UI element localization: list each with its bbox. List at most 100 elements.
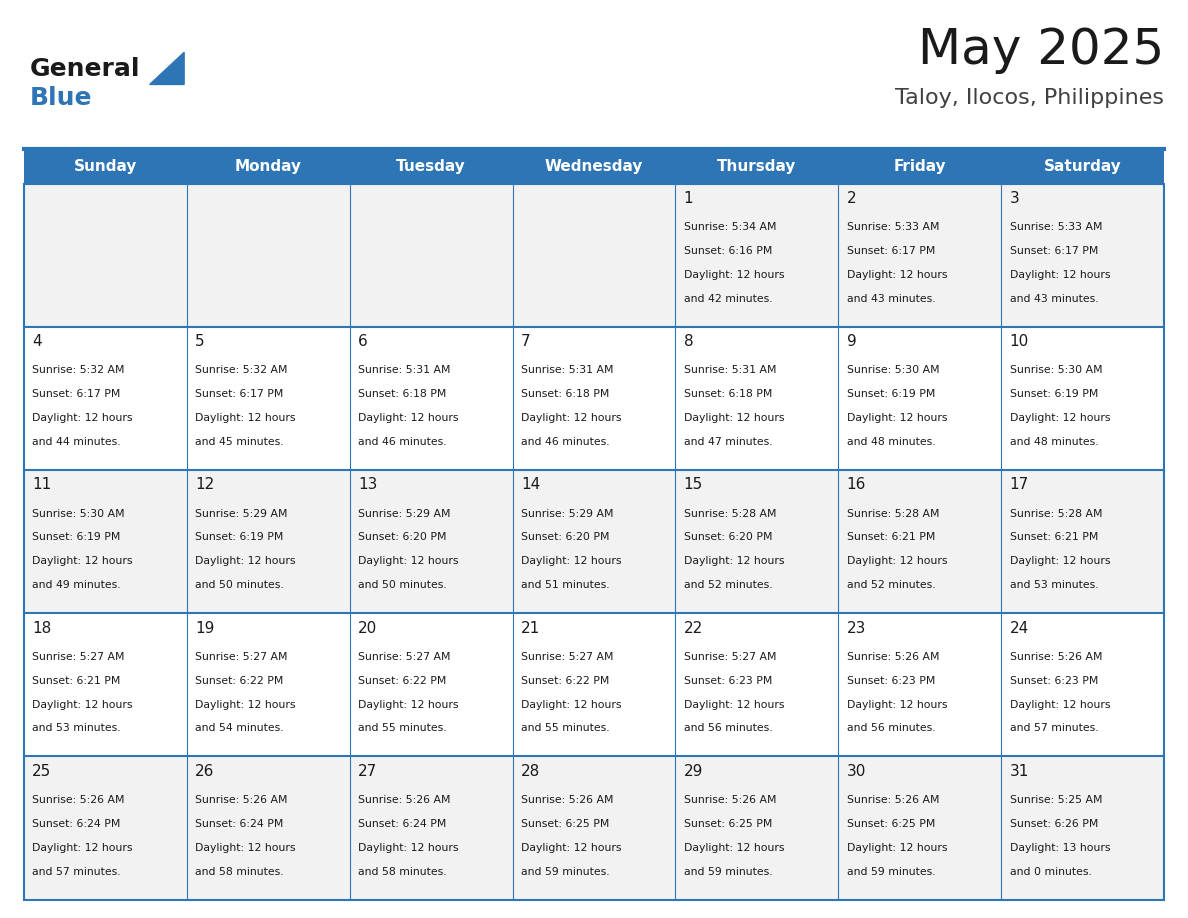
Text: and 43 minutes.: and 43 minutes. [1010,294,1098,304]
Bar [839,613,1001,756]
Bar [1001,327,1164,470]
Text: 10: 10 [1010,334,1029,349]
Text: Sunset: 6:25 PM: Sunset: 6:25 PM [847,819,935,829]
Text: and 42 minutes.: and 42 minutes. [684,294,772,304]
Text: Sunrise: 5:28 AM: Sunrise: 5:28 AM [1010,509,1102,519]
Text: Tuesday: Tuesday [397,159,466,174]
Bar [676,470,839,613]
Text: Sunrise: 5:27 AM: Sunrise: 5:27 AM [195,652,287,662]
Text: Daylight: 12 hours: Daylight: 12 hours [195,413,296,423]
Text: Daylight: 12 hours: Daylight: 12 hours [847,843,947,853]
Bar [24,756,187,900]
Text: Sunset: 6:17 PM: Sunset: 6:17 PM [1010,246,1098,256]
Text: Blue: Blue [30,86,93,110]
Text: Sunset: 6:24 PM: Sunset: 6:24 PM [195,819,284,829]
Text: Daylight: 12 hours: Daylight: 12 hours [684,413,784,423]
Text: and 53 minutes.: and 53 minutes. [32,723,121,733]
Text: Thursday: Thursday [718,159,797,174]
Text: 4: 4 [32,334,42,349]
Text: Sunrise: 5:27 AM: Sunrise: 5:27 AM [358,652,450,662]
Text: 11: 11 [32,477,51,492]
Text: 30: 30 [847,764,866,778]
Text: Daylight: 12 hours: Daylight: 12 hours [195,556,296,566]
Text: and 58 minutes.: and 58 minutes. [358,867,447,877]
Text: Taloy, Ilocos, Philippines: Taloy, Ilocos, Philippines [896,88,1164,108]
Text: Sunset: 6:20 PM: Sunset: 6:20 PM [358,532,447,543]
Text: Daylight: 12 hours: Daylight: 12 hours [847,413,947,423]
Bar [512,327,676,470]
Text: Sunday: Sunday [74,159,137,174]
Text: 13: 13 [358,477,378,492]
Text: 19: 19 [195,621,214,635]
Text: and 57 minutes.: and 57 minutes. [32,867,121,877]
Text: Sunrise: 5:26 AM: Sunrise: 5:26 AM [1010,652,1102,662]
Text: and 44 minutes.: and 44 minutes. [32,437,121,447]
Text: Sunset: 6:22 PM: Sunset: 6:22 PM [358,676,447,686]
Bar [839,184,1001,327]
Bar [512,184,676,327]
Text: 26: 26 [195,764,214,778]
Text: Sunset: 6:23 PM: Sunset: 6:23 PM [847,676,935,686]
Text: and 55 minutes.: and 55 minutes. [520,723,609,733]
Text: Sunrise: 5:28 AM: Sunrise: 5:28 AM [847,509,940,519]
Text: 29: 29 [684,764,703,778]
Text: Sunrise: 5:30 AM: Sunrise: 5:30 AM [32,509,125,519]
Text: Sunset: 6:20 PM: Sunset: 6:20 PM [520,532,609,543]
Text: and 54 minutes.: and 54 minutes. [195,723,284,733]
Text: Sunrise: 5:26 AM: Sunrise: 5:26 AM [195,795,287,805]
Text: Daylight: 12 hours: Daylight: 12 hours [1010,556,1110,566]
Polygon shape [150,52,184,84]
Text: Daylight: 12 hours: Daylight: 12 hours [195,700,296,710]
Text: Daylight: 12 hours: Daylight: 12 hours [684,556,784,566]
Bar [512,756,676,900]
Text: Sunset: 6:22 PM: Sunset: 6:22 PM [520,676,609,686]
Text: 1: 1 [684,191,694,206]
Text: and 0 minutes.: and 0 minutes. [1010,867,1092,877]
Text: Sunset: 6:21 PM: Sunset: 6:21 PM [847,532,935,543]
Bar [24,149,1164,153]
Text: Sunrise: 5:31 AM: Sunrise: 5:31 AM [520,365,613,375]
Text: and 51 minutes.: and 51 minutes. [520,580,609,590]
Text: Sunrise: 5:34 AM: Sunrise: 5:34 AM [684,222,776,232]
Text: 20: 20 [358,621,377,635]
Text: Sunset: 6:18 PM: Sunset: 6:18 PM [358,389,447,399]
Bar [512,470,676,613]
Bar [1001,613,1164,756]
Text: Sunrise: 5:29 AM: Sunrise: 5:29 AM [520,509,613,519]
Bar [187,756,349,900]
Text: Daylight: 12 hours: Daylight: 12 hours [1010,700,1110,710]
Bar [187,184,349,327]
Bar [24,149,1164,184]
Text: and 55 minutes.: and 55 minutes. [358,723,447,733]
Text: 8: 8 [684,334,694,349]
Text: Sunset: 6:22 PM: Sunset: 6:22 PM [195,676,284,686]
Text: Daylight: 12 hours: Daylight: 12 hours [520,556,621,566]
Text: 22: 22 [684,621,703,635]
Text: Sunrise: 5:25 AM: Sunrise: 5:25 AM [1010,795,1102,805]
Text: and 53 minutes.: and 53 minutes. [1010,580,1098,590]
Text: Sunset: 6:17 PM: Sunset: 6:17 PM [32,389,120,399]
Text: Daylight: 12 hours: Daylight: 12 hours [32,700,133,710]
Text: Daylight: 12 hours: Daylight: 12 hours [847,556,947,566]
Text: Sunrise: 5:27 AM: Sunrise: 5:27 AM [520,652,613,662]
Text: and 46 minutes.: and 46 minutes. [520,437,609,447]
Bar [512,613,676,756]
Text: Sunrise: 5:26 AM: Sunrise: 5:26 AM [358,795,450,805]
Text: Sunset: 6:17 PM: Sunset: 6:17 PM [847,246,935,256]
Bar [349,470,512,613]
Text: Sunset: 6:23 PM: Sunset: 6:23 PM [684,676,772,686]
Text: General: General [30,57,140,81]
Text: 21: 21 [520,621,541,635]
Text: Daylight: 12 hours: Daylight: 12 hours [684,270,784,280]
Text: 5: 5 [195,334,204,349]
Text: Sunrise: 5:28 AM: Sunrise: 5:28 AM [684,509,776,519]
Text: Daylight: 12 hours: Daylight: 12 hours [847,270,947,280]
Text: and 59 minutes.: and 59 minutes. [847,867,935,877]
Text: 28: 28 [520,764,541,778]
Text: 15: 15 [684,477,703,492]
Text: Sunset: 6:25 PM: Sunset: 6:25 PM [684,819,772,829]
Text: Daylight: 12 hours: Daylight: 12 hours [32,843,133,853]
Text: and 56 minutes.: and 56 minutes. [684,723,772,733]
Text: Daylight: 12 hours: Daylight: 12 hours [520,700,621,710]
Text: Daylight: 12 hours: Daylight: 12 hours [1010,413,1110,423]
